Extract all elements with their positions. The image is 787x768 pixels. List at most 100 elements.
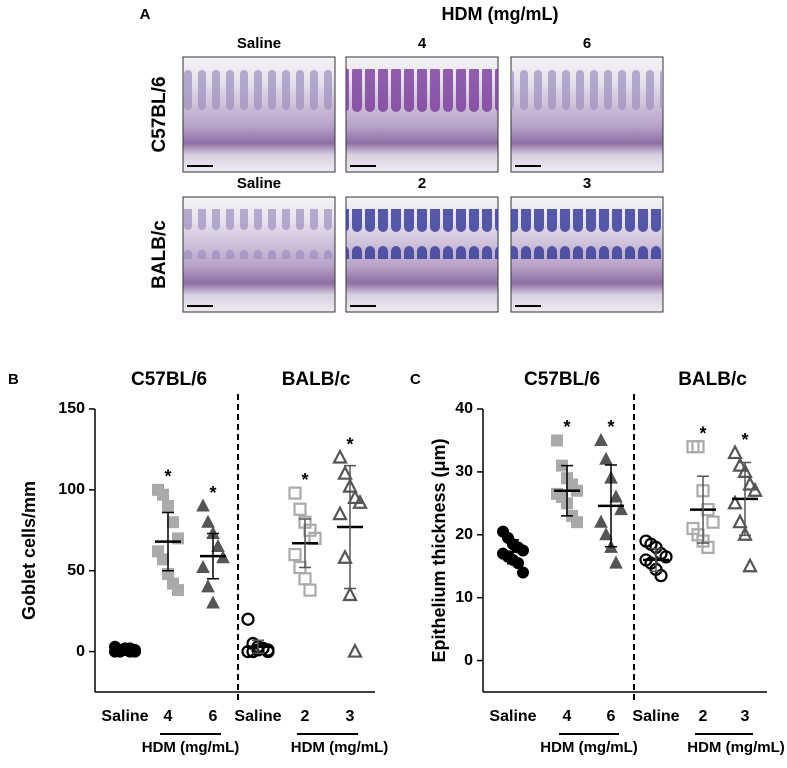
data-point <box>609 489 623 503</box>
data-point <box>727 494 743 510</box>
data-point <box>288 547 302 562</box>
data-point <box>727 444 743 460</box>
epithelium <box>511 209 663 259</box>
data-point <box>337 548 353 564</box>
epithelium <box>183 209 335 259</box>
data-point <box>706 515 720 529</box>
data-point <box>293 502 307 516</box>
y-tick-label: 0 <box>464 652 473 669</box>
data-point <box>298 572 312 586</box>
y-tick-label: 20 <box>455 526 473 543</box>
data-point <box>594 432 608 446</box>
panel-title: HDM (mg/mL) <box>442 4 559 24</box>
data-point <box>654 569 668 583</box>
x-tick-label: Saline <box>632 708 679 725</box>
histology-image <box>345 56 499 173</box>
data-point <box>157 488 169 501</box>
y-tick-label: 10 <box>455 589 473 606</box>
data-point <box>517 566 529 579</box>
x-tick-label: 3 <box>741 708 750 725</box>
data-point <box>742 557 758 573</box>
data-point <box>201 579 215 593</box>
data-point <box>167 516 179 529</box>
y-tick-label: 40 <box>455 400 473 417</box>
significance: * <box>741 430 748 450</box>
data-point <box>196 498 210 512</box>
data-point <box>732 456 748 472</box>
significance: * <box>209 483 216 503</box>
x-tick-label: 2 <box>699 708 708 725</box>
data-point <box>129 645 141 658</box>
row-label: BALB/c <box>149 220 170 289</box>
data-point <box>599 527 613 541</box>
column-label: Saline <box>237 35 281 52</box>
data-point <box>352 493 368 509</box>
data-point <box>701 540 715 554</box>
error-bar <box>507 539 519 565</box>
significance: * <box>346 434 353 454</box>
significance: * <box>563 417 570 437</box>
y-axis-label: Goblet cells/mm <box>19 481 39 620</box>
histology-image <box>182 196 336 313</box>
epithelium <box>346 209 498 259</box>
column-label: Saline <box>237 175 281 192</box>
significance: * <box>607 417 614 437</box>
data-point <box>211 538 225 552</box>
data-point <box>332 448 348 464</box>
data-point <box>347 489 363 505</box>
data-point <box>517 544 529 557</box>
data-point <box>732 513 748 529</box>
x-tick-label: Saline <box>489 708 536 725</box>
significance: * <box>699 423 706 443</box>
y-tick-label: 30 <box>455 463 473 480</box>
error-bar <box>739 461 751 537</box>
data-point <box>157 553 169 566</box>
significance: * <box>164 467 171 487</box>
column-label: 4 <box>418 35 427 52</box>
data-point <box>737 525 753 541</box>
data-point <box>172 584 184 597</box>
y-tick-label: 150 <box>58 400 85 417</box>
x-tick-label: 4 <box>164 708 173 725</box>
data-point <box>172 532 184 545</box>
error-bar <box>344 464 356 590</box>
strain-label: C57BL/6 <box>131 369 207 390</box>
histology-image <box>510 56 664 173</box>
data-point <box>162 500 174 513</box>
panel-label: B <box>8 371 19 388</box>
x-tick-label: Saline <box>101 708 148 725</box>
x-tick-label: Saline <box>234 708 281 725</box>
strain-label: C57BL/6 <box>524 369 600 390</box>
data-point <box>347 642 363 658</box>
data-point <box>241 612 255 626</box>
error-bar <box>299 518 311 569</box>
hdm-label: HDM (mg/mL) <box>687 739 785 756</box>
data-point <box>747 481 763 497</box>
epithelium <box>183 69 335 119</box>
data-point <box>594 514 608 528</box>
data-point <box>332 505 348 521</box>
x-tick-label: 6 <box>209 708 218 725</box>
error-bar <box>252 639 264 654</box>
data-point <box>599 451 613 465</box>
data-point <box>609 555 623 569</box>
column-label: 6 <box>583 35 591 52</box>
data-point <box>337 464 353 480</box>
data-point <box>614 502 628 516</box>
data-point <box>659 550 673 564</box>
data-point <box>206 595 220 609</box>
column-label: 3 <box>583 175 591 192</box>
error-bar <box>162 511 174 572</box>
error-bar <box>207 532 219 580</box>
data-point <box>342 586 358 602</box>
y-tick-label: 0 <box>76 643 85 660</box>
data-point <box>196 559 210 573</box>
x-tick-label: 4 <box>563 708 572 725</box>
strain-label: BALB/c <box>678 369 747 390</box>
histology-image <box>182 56 336 173</box>
x-tick-label: 6 <box>607 708 616 725</box>
x-tick-label: 2 <box>301 708 310 725</box>
panel-label: C <box>410 371 421 388</box>
error-bar <box>650 547 662 573</box>
